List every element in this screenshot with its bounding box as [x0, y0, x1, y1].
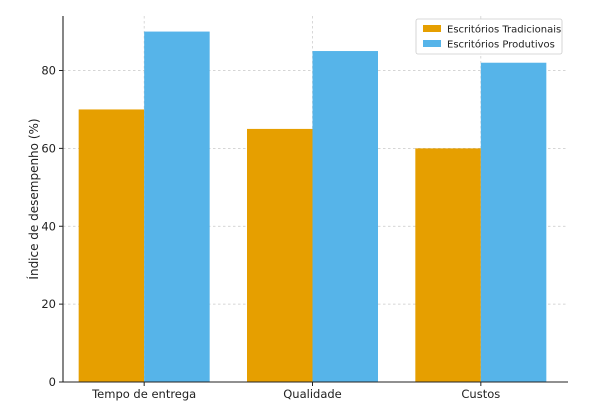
- x-tick-label: Qualidade: [283, 387, 342, 401]
- legend-swatch: [423, 25, 441, 32]
- legend-swatch: [423, 40, 441, 47]
- y-tick-label: 60: [41, 141, 56, 155]
- legend-label: Escritórios Produtivos: [447, 39, 555, 51]
- legend-label: Escritórios Tradicionais: [447, 24, 561, 36]
- x-tick-label: Custos: [461, 387, 500, 401]
- y-axis-title: Índice de desempenho (%): [26, 118, 41, 279]
- y-tick-label: 0: [49, 375, 56, 389]
- ticks: 0 20 40 60 80 Tempo de entrega Qualidade Custos: [41, 64, 500, 401]
- bars: [78, 31, 547, 383]
- y-tick-label: 20: [41, 297, 56, 311]
- bar: [144, 31, 210, 383]
- legend-box: [415, 18, 563, 55]
- bar: [415, 148, 481, 382]
- bar: [247, 128, 313, 382]
- bar: [78, 109, 145, 382]
- x-tick-label: Tempo de entrega: [91, 387, 196, 401]
- bar: [480, 62, 547, 383]
- bar: [312, 51, 378, 383]
- axes: [62, 16, 568, 383]
- legend: Escritórios Tradicionais Escritórios Prod…: [415, 18, 563, 55]
- y-tick-label: 40: [41, 219, 56, 233]
- y-tick-label: 80: [41, 64, 56, 78]
